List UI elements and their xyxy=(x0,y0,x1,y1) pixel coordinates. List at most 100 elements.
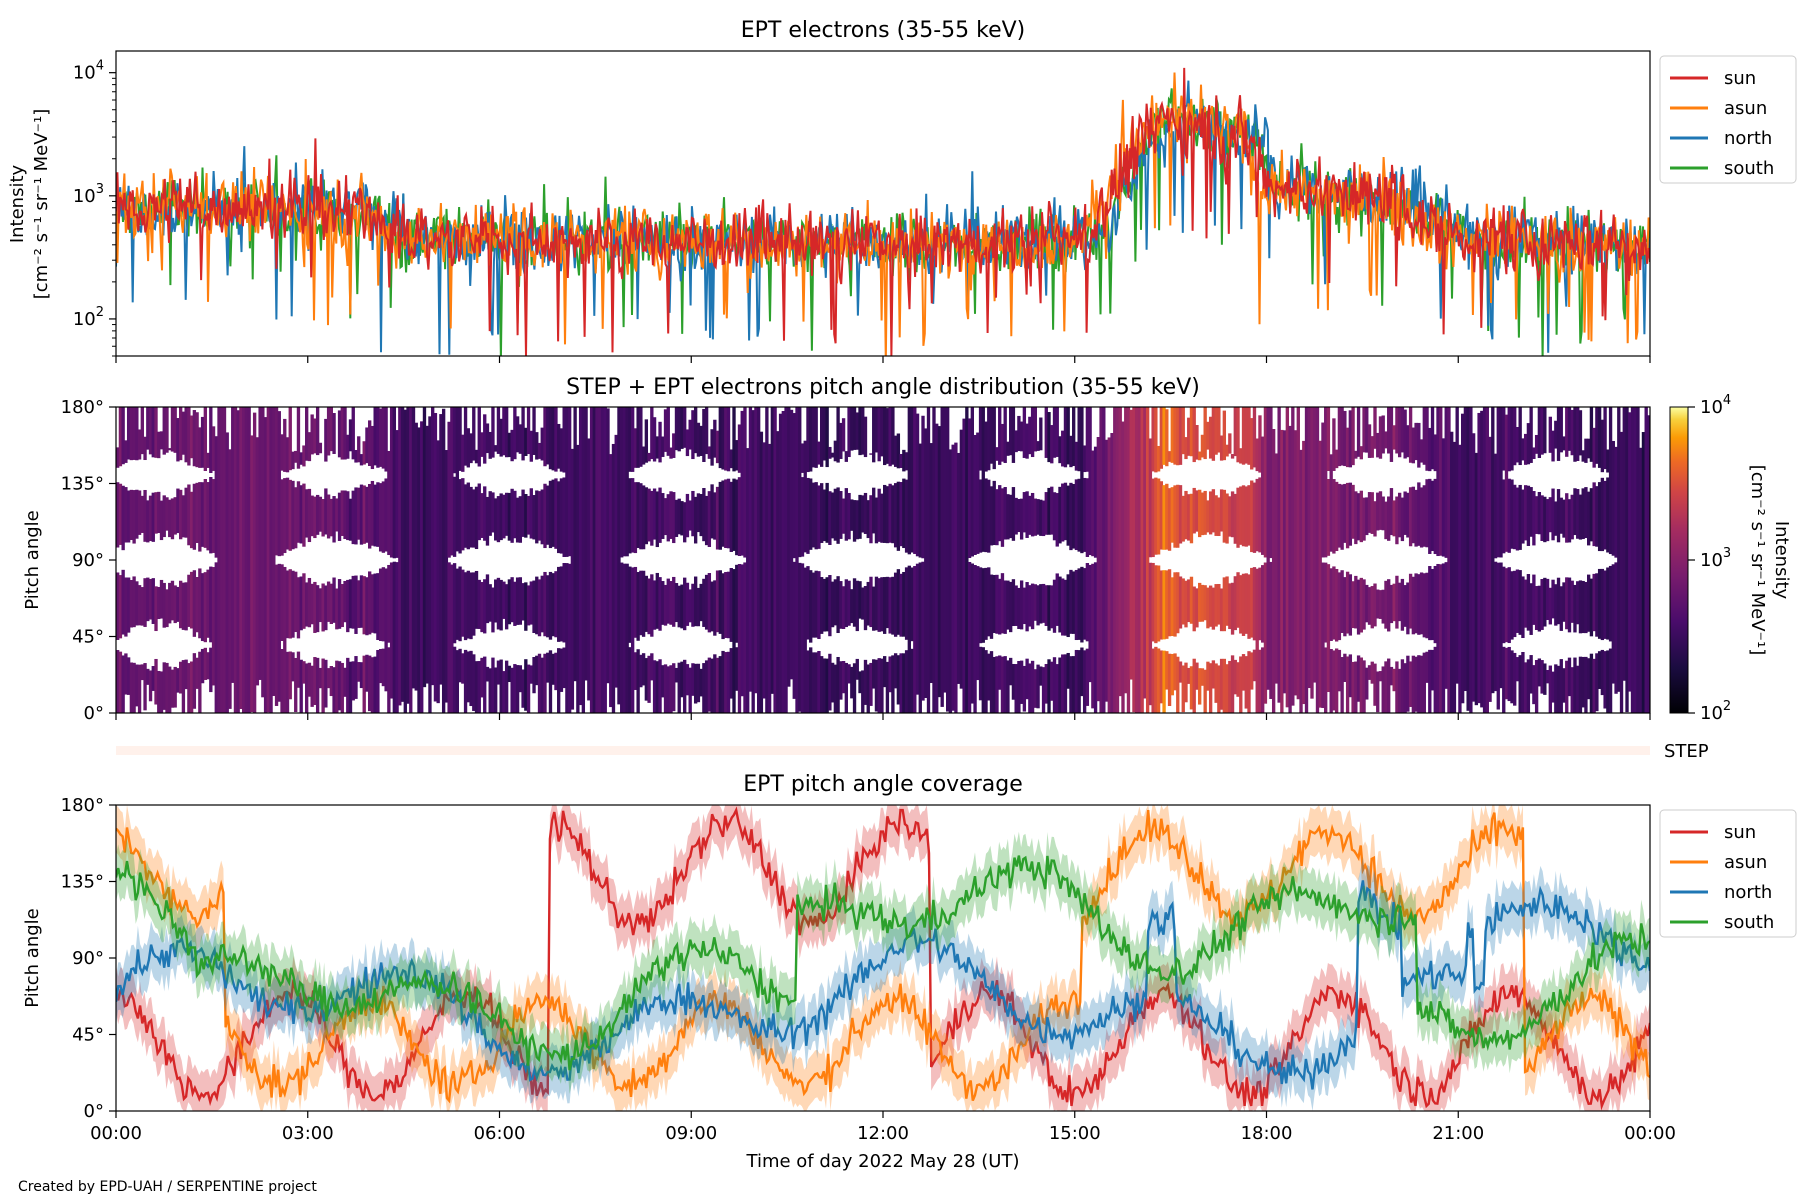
pad-heatmap-cell xyxy=(1526,659,1531,713)
pad-heatmap-cell xyxy=(652,488,657,540)
pad-heatmap-cell xyxy=(294,487,298,549)
pad-heatmap-cell xyxy=(143,663,147,711)
pad-heatmap-cell xyxy=(1584,438,1588,463)
pad-heatmap-cell xyxy=(1033,669,1037,708)
pad-heatmap-cell xyxy=(1513,484,1517,550)
pad-heatmap-cell xyxy=(1603,570,1607,639)
pad-heatmap-cell xyxy=(299,452,303,465)
pad-heatmap-cell xyxy=(1647,415,1650,713)
pad-heatmap-cell xyxy=(811,572,816,638)
pad-heatmap-cell xyxy=(907,407,911,555)
pad-heatmap-cell xyxy=(1340,657,1344,713)
pad-heatmap-cell xyxy=(318,588,323,623)
pad-heatmap-cell xyxy=(743,562,747,713)
pad-heatmap-cell xyxy=(474,570,479,629)
pad-heatmap-cell xyxy=(1597,651,1602,689)
pad-heatmap-cell xyxy=(266,407,270,713)
pad-heatmap-cell xyxy=(1534,660,1539,713)
pad-heatmap-cell xyxy=(129,407,134,461)
pad-heatmap-cell xyxy=(417,427,421,713)
pad-heatmap-cell xyxy=(1345,656,1350,713)
pad-heatmap-cell xyxy=(1072,407,1076,466)
pad-heatmap-cell xyxy=(261,407,265,698)
pad-heatmap-cell xyxy=(1293,430,1298,696)
pad-heatmap-cell xyxy=(463,649,468,713)
pad-heatmap-cell xyxy=(362,655,366,713)
pad-heatmap-cell xyxy=(1091,563,1095,709)
pad-heatmap-cell xyxy=(1277,407,1281,703)
pad-heatmap-cell xyxy=(507,579,512,625)
pad-heatmap-cell xyxy=(1589,488,1594,542)
pad-heatmap-cell xyxy=(376,573,380,641)
pad-heatmap-cell xyxy=(1617,407,1621,692)
pad-heatmap-cell xyxy=(707,657,712,712)
pad-heatmap-cell xyxy=(970,563,974,704)
pad-heatmap-cell xyxy=(984,421,988,472)
intensity-legend-label-sun: sun xyxy=(1724,68,1756,89)
pad-heatmap-cell xyxy=(830,452,835,458)
pad-heatmap-cell xyxy=(1069,656,1073,713)
pad-heatmap-cell xyxy=(1540,495,1544,541)
pad-heatmap-cell xyxy=(198,651,202,713)
pad-heatmap-cell xyxy=(1178,661,1183,683)
pad-heatmap-cell xyxy=(1603,480,1607,550)
pad-heatmap-cell xyxy=(948,449,953,713)
pad-heatmap-cell xyxy=(1403,585,1407,627)
pad-heatmap-cell xyxy=(674,583,679,623)
pad-heatmap-cell xyxy=(526,407,531,455)
pad-heatmap-cell xyxy=(962,418,966,713)
pad-heatmap-cell xyxy=(641,446,646,465)
pad-heatmap-cell xyxy=(376,482,380,547)
pad-heatmap-cell xyxy=(1556,407,1561,461)
pad-heatmap-cell xyxy=(310,495,314,537)
pad-heatmap-cell xyxy=(340,490,344,536)
pad-heatmap-cell xyxy=(765,407,769,713)
pad-heatmap-cell xyxy=(400,407,405,702)
pad-heatmap-cell xyxy=(633,482,638,554)
pad-heatmap-cell xyxy=(655,491,659,548)
pad-heatmap-cell xyxy=(389,407,394,558)
pad-heatmap-cell xyxy=(1074,441,1079,471)
pad-heatmap-cell xyxy=(296,651,301,688)
pad-heatmap-cell xyxy=(494,445,498,452)
pad-heatmap-cell xyxy=(515,665,520,713)
pad-heatmap-cell xyxy=(373,656,377,713)
pad-heatmap-cell xyxy=(688,589,692,623)
pad-heatmap-cell xyxy=(855,500,859,540)
pad-heatmap-cell xyxy=(524,427,528,456)
pad-heatmap-cell xyxy=(822,578,827,632)
pad-heatmap-cell xyxy=(666,666,670,713)
pad-heatmap-cell xyxy=(713,419,717,458)
pad-heatmap-cell xyxy=(852,407,857,450)
pad-heatmap-cell xyxy=(124,653,128,695)
pad-heatmap-cell xyxy=(1376,432,1380,458)
pad-heatmap-cell xyxy=(461,478,465,551)
pad-heatmap-cell xyxy=(830,662,835,703)
coverage-band-sun xyxy=(116,805,1650,1111)
pad-heatmap-cell xyxy=(699,425,703,456)
pad-heatmap-cell xyxy=(625,407,629,557)
pad-heatmap-cell xyxy=(1433,434,1437,472)
pad-heatmap-cell xyxy=(1009,407,1013,456)
intensity-ylabel-line1: Intensity xyxy=(7,164,28,243)
pad-heatmap-cell xyxy=(206,652,210,680)
pad-heatmap-cell xyxy=(891,576,895,635)
pad-heatmap-cell xyxy=(348,661,353,713)
pad-heatmap-cell xyxy=(137,664,142,713)
pad-heatmap-cell xyxy=(126,577,131,633)
pad-heatmap-cell xyxy=(537,442,542,459)
pad-heatmap-cell xyxy=(351,490,355,545)
pad-heatmap-cell xyxy=(488,668,492,713)
pad-heatmap-cell xyxy=(263,417,268,713)
pad-heatmap-cell xyxy=(1537,658,1542,687)
pad-heatmap-cell xyxy=(368,571,372,635)
pad-heatmap-cell xyxy=(1080,566,1084,643)
pad-heatmap-cell xyxy=(683,659,687,713)
pad-heatmap-cell xyxy=(532,580,536,633)
pad-heatmap-cell xyxy=(1491,407,1495,694)
pad-heatmap-cell xyxy=(195,657,199,689)
pad-heatmap-cell xyxy=(1392,500,1396,537)
pad-heatmap-cell xyxy=(998,407,1002,465)
pad-heatmap-cell xyxy=(250,435,254,713)
pad-heatmap-cell xyxy=(1518,484,1522,550)
